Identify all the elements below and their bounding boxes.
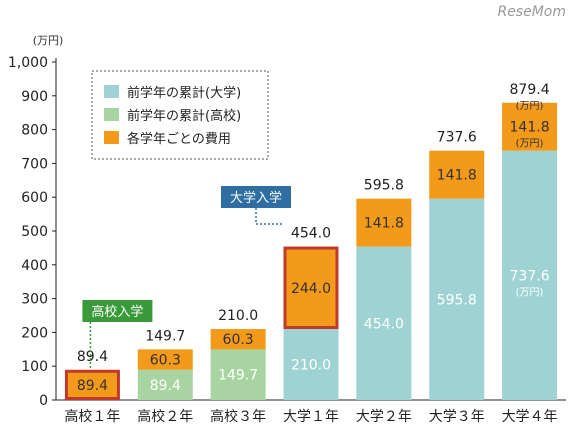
bar-segment-label: 737.6: [510, 268, 550, 284]
callout-box: [221, 186, 291, 208]
bar-segment-label: 141.8: [437, 168, 477, 184]
x-tick-label: 高校１年: [64, 408, 120, 425]
bar-segment-label: 595.8: [437, 292, 477, 308]
bar-segment: [283, 246, 339, 330]
callout-label: 大学入学: [230, 190, 282, 206]
bar-segment: [210, 329, 266, 350]
bar-segment: [137, 369, 193, 400]
bar-segment-label: 454.0: [364, 316, 404, 332]
bar-segment: [502, 150, 558, 400]
legend-swatch: [104, 85, 119, 98]
bar-segment-label: 244.0: [291, 281, 331, 297]
total-unit-label: (万円): [516, 101, 544, 112]
bar-segment-label: 149.7: [218, 368, 258, 384]
callout-box: [82, 300, 153, 322]
legend-swatch: [104, 108, 119, 121]
legend-swatch: [104, 131, 119, 144]
bar-segment-label: 141.8: [510, 120, 550, 136]
bottom-segment-unit-label: (万円): [516, 287, 544, 298]
bar-segment-label: 89.4: [77, 378, 108, 394]
bar-segment-label: 89.4: [150, 378, 181, 394]
y-tick-label: 1,000: [8, 55, 48, 71]
bar-total-label: 89.4: [77, 349, 108, 365]
y-tick-label: 900: [21, 89, 48, 105]
bar-segment: [429, 198, 485, 400]
x-tick-label: 大学２年: [356, 409, 412, 425]
legend-label: 各学年ごとの費用: [127, 131, 231, 147]
bar-total-label: 595.8: [364, 178, 404, 194]
bar-segment: [356, 246, 412, 400]
y-axis-unit-label: (万円): [33, 34, 64, 47]
x-tick-label: 大学３年: [429, 409, 485, 425]
bar-segment-label: 141.8: [364, 216, 404, 232]
y-tick-label: 0: [39, 393, 48, 409]
bar-total-label: 737.6: [437, 130, 477, 146]
callout-pointer: [255, 208, 284, 225]
x-tick-label: 高校２年: [137, 408, 193, 425]
y-tick-label: 400: [21, 258, 48, 274]
top-segment-unit-label: (万円): [516, 139, 544, 150]
bar-total-label: 149.7: [145, 328, 185, 344]
y-tick-label: 600: [21, 190, 48, 206]
bar-segment: [137, 349, 193, 370]
callout-label: 高校入学: [91, 304, 143, 320]
legend-label: 前学年の累計(大学): [127, 85, 241, 101]
bar-segment: [210, 349, 266, 400]
y-tick-label: 200: [21, 325, 48, 341]
x-tick-label: 高校３年: [210, 408, 266, 425]
y-tick-label: 700: [21, 156, 48, 172]
bar-segment-label: 60.3: [150, 353, 181, 369]
legend-box: [91, 70, 269, 160]
bar-segment-label: 210.0: [291, 358, 331, 374]
y-tick-label: 100: [21, 359, 48, 375]
watermark-logo: ReseMom: [497, 4, 566, 20]
bar-segment: [356, 198, 412, 247]
bar-total-label: 210.0: [218, 308, 258, 324]
y-tick-label: 500: [21, 224, 48, 240]
y-tick-label: 300: [21, 292, 48, 308]
legend-label: 前学年の累計(高校): [127, 108, 241, 124]
x-tick-label: 大学１年: [283, 409, 339, 425]
bar-segment-label: 60.3: [223, 332, 254, 348]
bar-segment: [429, 150, 485, 199]
bar-segment: [283, 329, 339, 400]
x-tick-label: 大学４年: [502, 409, 558, 425]
bar-total-label: 454.0: [291, 226, 331, 242]
bar-total-label: 879.4: [510, 82, 550, 98]
bar-segment: [502, 102, 558, 151]
y-tick-label: 800: [21, 123, 48, 139]
bar-segment: [64, 369, 120, 401]
